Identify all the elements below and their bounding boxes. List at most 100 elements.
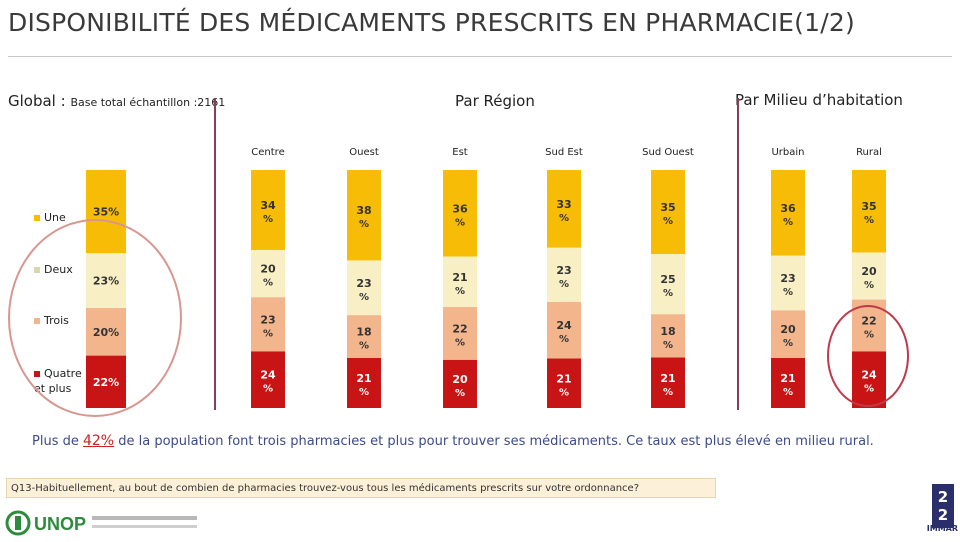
bar-unit-5-0: % xyxy=(783,217,793,228)
global-bar-label-3: 22% xyxy=(93,376,119,389)
category-label-6: Rural xyxy=(856,147,882,158)
bar-value-5-0: 36 xyxy=(780,202,796,215)
bar-value-2-0: 36 xyxy=(452,202,468,215)
bar-value-4-0: 35 xyxy=(660,201,675,214)
bar-unit-3-3: % xyxy=(559,387,569,398)
bar-segment-3-0 xyxy=(547,170,581,248)
global-bar-segment-0 xyxy=(86,170,126,254)
bar-value-1-0: 38 xyxy=(356,204,371,217)
bar-segment-4-0 xyxy=(651,170,685,255)
global-highlight-circle xyxy=(8,219,182,417)
bar-segment-5-1 xyxy=(771,255,805,311)
bar-value-0-0: 34 xyxy=(260,199,276,212)
bar-value-1-2: 18 xyxy=(356,326,371,339)
bar-segment-5-0 xyxy=(771,170,805,256)
global-region-divider xyxy=(214,98,216,410)
bar-value-2-1: 21 xyxy=(452,271,467,284)
legend-label-une: Une xyxy=(44,211,66,224)
unop-logo: UNOP xyxy=(4,508,204,542)
global-header: Global : Base total échantillon :2161 xyxy=(8,92,225,110)
bar-value-2-2: 22 xyxy=(452,322,467,335)
bar-segment-5-2 xyxy=(771,310,805,359)
legend-deux: Deux xyxy=(34,262,73,277)
bar-value-6-0: 35 xyxy=(861,200,876,213)
legend-swatch-deux xyxy=(34,267,40,273)
bar-value-6-2: 22 xyxy=(861,315,876,328)
bar-segment-0-3 xyxy=(251,351,285,408)
category-label-5: Urbain xyxy=(771,147,804,158)
bar-value-5-1: 23 xyxy=(780,272,795,285)
bar-segment-1-3 xyxy=(347,358,381,408)
global-bar-segment-3 xyxy=(86,355,126,408)
title-divider xyxy=(8,56,952,57)
unop-logo-graphic: UNOP xyxy=(5,510,197,536)
category-label-2: Est xyxy=(452,147,468,158)
bar-segment-2-3 xyxy=(443,359,477,408)
legend-label-quatre: Quatre et plus xyxy=(34,367,82,395)
bar-unit-0-0: % xyxy=(263,214,273,225)
bar-value-3-1: 23 xyxy=(556,264,571,277)
bar-segment-2-0 xyxy=(443,170,477,257)
legend-label-deux: Deux xyxy=(44,263,73,276)
global-bar-label-0: 35% xyxy=(93,206,119,219)
immar-logo: IMMAR xyxy=(926,524,958,533)
bar-value-0-1: 20 xyxy=(260,263,276,276)
bar-value-5-2: 20 xyxy=(780,323,796,336)
bar-value-6-1: 20 xyxy=(861,265,877,278)
bar-segment-1-1 xyxy=(347,260,381,316)
bar-unit-6-2: % xyxy=(864,330,874,341)
bar-value-1-3: 21 xyxy=(356,372,371,385)
bar-unit-1-3: % xyxy=(359,387,369,398)
bar-unit-6-3: % xyxy=(864,384,874,395)
region-milieu-divider xyxy=(737,98,739,410)
bar-segment-6-3 xyxy=(852,351,886,408)
bar-segment-1-0 xyxy=(347,170,381,261)
bar-segment-2-1 xyxy=(443,256,477,308)
bar-unit-2-0: % xyxy=(455,217,465,228)
bar-segment-6-1 xyxy=(852,252,886,300)
bar-unit-3-1: % xyxy=(559,279,569,290)
bar-segment-1-2 xyxy=(347,315,381,359)
bar-unit-1-2: % xyxy=(359,341,369,352)
bar-value-4-2: 18 xyxy=(660,325,675,338)
bar-unit-6-1: % xyxy=(864,280,874,291)
bar-value-4-1: 25 xyxy=(660,273,675,286)
page-number-bottom: 2 xyxy=(937,506,949,524)
bar-value-0-3: 24 xyxy=(260,369,276,382)
insight-percentage: 42% xyxy=(82,433,115,449)
bar-segment-3-1 xyxy=(547,247,581,302)
bar-unit-2-1: % xyxy=(455,286,465,297)
bar-segment-0-0 xyxy=(251,170,285,251)
insight-before: Plus de xyxy=(32,434,83,449)
bar-segment-4-3 xyxy=(651,357,685,408)
bar-unit-4-1: % xyxy=(663,288,673,299)
bar-segment-4-2 xyxy=(651,314,685,358)
global-bar-segment-1 xyxy=(86,253,126,309)
legend-swatch-une xyxy=(34,215,40,221)
bar-unit-0-1: % xyxy=(263,278,273,289)
bar-value-3-0: 33 xyxy=(556,198,571,211)
legend-swatch-quatre xyxy=(34,371,40,377)
rural-highlight-circle xyxy=(827,305,909,407)
global-label: Global : xyxy=(8,92,66,110)
legend-swatch-trois xyxy=(34,318,40,324)
bar-unit-1-1: % xyxy=(359,292,369,303)
bar-unit-0-3: % xyxy=(263,384,273,395)
bar-segment-2-2 xyxy=(443,307,477,360)
bar-unit-2-2: % xyxy=(455,337,465,348)
insight-text: Plus de 42% de la population font trois … xyxy=(32,432,912,451)
global-bar-label-1: 23% xyxy=(93,275,119,288)
bar-value-5-3: 21 xyxy=(780,372,795,385)
bar-segment-5-3 xyxy=(771,358,805,408)
bar-value-3-2: 24 xyxy=(556,319,572,332)
legend-une: Une xyxy=(34,210,66,225)
bar-unit-2-3: % xyxy=(455,388,465,399)
bar-value-1-1: 23 xyxy=(356,277,371,290)
bar-unit-3-0: % xyxy=(559,213,569,224)
bar-value-0-2: 23 xyxy=(260,313,275,326)
bar-segment-3-3 xyxy=(547,358,581,408)
bar-unit-0-2: % xyxy=(263,328,273,339)
question-box: Q13-Habituellement, au bout de combien d… xyxy=(6,478,716,498)
legend-label-trois: Trois xyxy=(44,314,69,327)
category-label-0: Centre xyxy=(251,147,284,158)
